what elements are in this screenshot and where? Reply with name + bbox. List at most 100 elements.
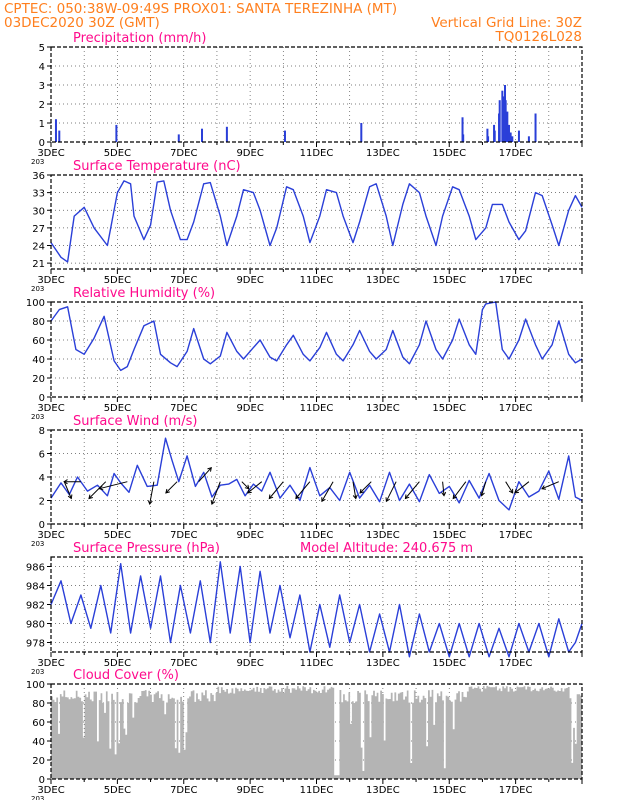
header-line-1: CPTEC: 050:38W-09:49S PROX01: SANTA TERE… [4, 1, 397, 17]
x-tick-label: 15DEC [432, 148, 466, 159]
y-tick-label: 980 [26, 620, 45, 631]
wind-arrow-head [480, 491, 485, 497]
wind-arrow [149, 481, 155, 505]
x-tick-label: 17DEC [499, 148, 533, 159]
wind-arrow [452, 481, 467, 499]
y-tick-label: 0 [39, 138, 45, 149]
y-tick-label: 30 [32, 206, 45, 217]
x-tick-label: 11DEC [300, 658, 334, 669]
precip-bar [58, 130, 61, 142]
y-tick-label: 36 [32, 171, 45, 182]
precip-bar [511, 136, 514, 142]
x-tick-label: 9DEC [236, 530, 263, 541]
x-tick-label: 5DEC [104, 785, 131, 796]
x-tick-label: 9DEC [236, 658, 263, 669]
y-tick-label: 24 [32, 242, 45, 253]
panel-title: Cloud Cover (%) [73, 668, 179, 683]
wind-arrow-head [352, 494, 358, 500]
x-tick-label: 13DEC [366, 148, 400, 159]
x-tick-label: 7DEC [170, 658, 197, 669]
panel-frame [50, 683, 583, 780]
x-fragment: 203 [31, 540, 44, 548]
wind-arrow-head [441, 491, 447, 497]
x-tick-label: 3DEC [37, 403, 64, 414]
wind-arrow-head [147, 500, 153, 506]
y-tick-label: 0 [39, 393, 45, 404]
wind-arrow [481, 481, 487, 496]
y-tick-label: 20 [32, 374, 45, 385]
x-tick-label: 15DEC [432, 403, 466, 414]
y-tick-label: 2 [39, 497, 45, 508]
x-tick-label: 11DEC [300, 275, 334, 286]
precip-bar [115, 124, 118, 142]
wind-arrow [268, 481, 284, 499]
wind-arrow [165, 481, 178, 494]
series-line [50, 437, 583, 511]
precip-bar [534, 113, 537, 142]
header-model-code: TQ0126L028 [494, 29, 582, 45]
wind-arrow [198, 467, 212, 483]
x-tick-label: 11DEC [300, 530, 334, 541]
x-tick-label: 3DEC [37, 148, 64, 159]
wind-arrow-head [165, 488, 170, 494]
y-tick-label: 6 [39, 450, 45, 461]
x-tick-label: 9DEC [236, 275, 263, 286]
x-tick-label: 7DEC [170, 403, 197, 414]
wind-arrow [352, 481, 357, 499]
x-tick-label: 7DEC [170, 275, 197, 286]
series-line [50, 561, 583, 658]
wind-arrow-head [404, 494, 410, 500]
precip-bar [517, 130, 520, 142]
wind-arrow-head [295, 494, 300, 500]
wind-arrow [321, 481, 334, 502]
panel-frame [50, 429, 583, 525]
wind-arrow-head [541, 485, 546, 490]
wind-arrow-head [98, 485, 104, 491]
x-tick-label: 17DEC [499, 275, 533, 286]
x-tick-label: 15DEC [432, 530, 466, 541]
precip-bar [504, 100, 507, 142]
y-tick-label: 40 [32, 355, 45, 366]
wind-arrow [211, 481, 221, 505]
panel-frame [50, 301, 583, 398]
x-tick-label: 11DEC [300, 785, 334, 796]
y-tick-label: 100 [26, 680, 45, 691]
wind-arrow [505, 481, 514, 494]
wind-arrow-head [452, 494, 458, 500]
panel-4: 978 980 982 984 986 3DEC 5DEC 7DEC 9DEC 11DEC 13DE… [26, 541, 583, 676]
panel-title: Surface Pressure (hPa) [73, 541, 220, 556]
wind-arrow-head [63, 479, 68, 485]
precip-bar [502, 96, 505, 142]
y-tick-label: 20 [32, 756, 45, 767]
y-tick-label: 60 [32, 718, 45, 729]
x-tick-label: 9DEC [236, 785, 263, 796]
wind-arrow-head [268, 494, 274, 500]
x-fragment: 203 [31, 795, 44, 800]
panel-frame [50, 174, 583, 270]
x-tick-label: 15DEC [432, 275, 466, 286]
precip-bar [507, 124, 510, 142]
x-tick-label: 5DEC [104, 148, 131, 159]
panel-2: 0 20 40 60 80 100 3DEC 5DEC 7DEC 9DEC 11DEC 13DEC 15… [26, 286, 583, 421]
y-tick-label: 100 [26, 298, 45, 309]
panel-1: 21 24 27 30 33 36 3DEC 5DEC 7DEC 9DEC 11DEC 13DEC 15… [31, 159, 583, 293]
x-tick-label: 13DEC [366, 275, 400, 286]
wind-arrow-head [88, 494, 93, 500]
wind-arrow [404, 481, 420, 499]
y-tick-label: 40 [32, 737, 45, 748]
wind-arrow [241, 481, 250, 490]
panel-0: 0 1 2 3 4 5 3DEC 5DEC 7DEC 9DEC 11DEC 13DEC 15DEC 17D… [31, 31, 583, 166]
x-tick-label: 17DEC [499, 530, 533, 541]
y-tick-label: 0 [39, 520, 45, 531]
precip-bar [487, 136, 490, 142]
precip-bar [486, 128, 489, 142]
x-tick-label: 5DEC [104, 658, 131, 669]
wind-arrow [99, 481, 128, 490]
wind-arrow-head [514, 488, 519, 494]
series-line [50, 180, 583, 263]
x-tick-label: 3DEC [37, 275, 64, 286]
panel-frame [50, 556, 583, 653]
y-tick-label: 2 [39, 100, 45, 111]
wind-arrow [247, 481, 263, 494]
x-tick-label: 11DEC [300, 403, 334, 414]
